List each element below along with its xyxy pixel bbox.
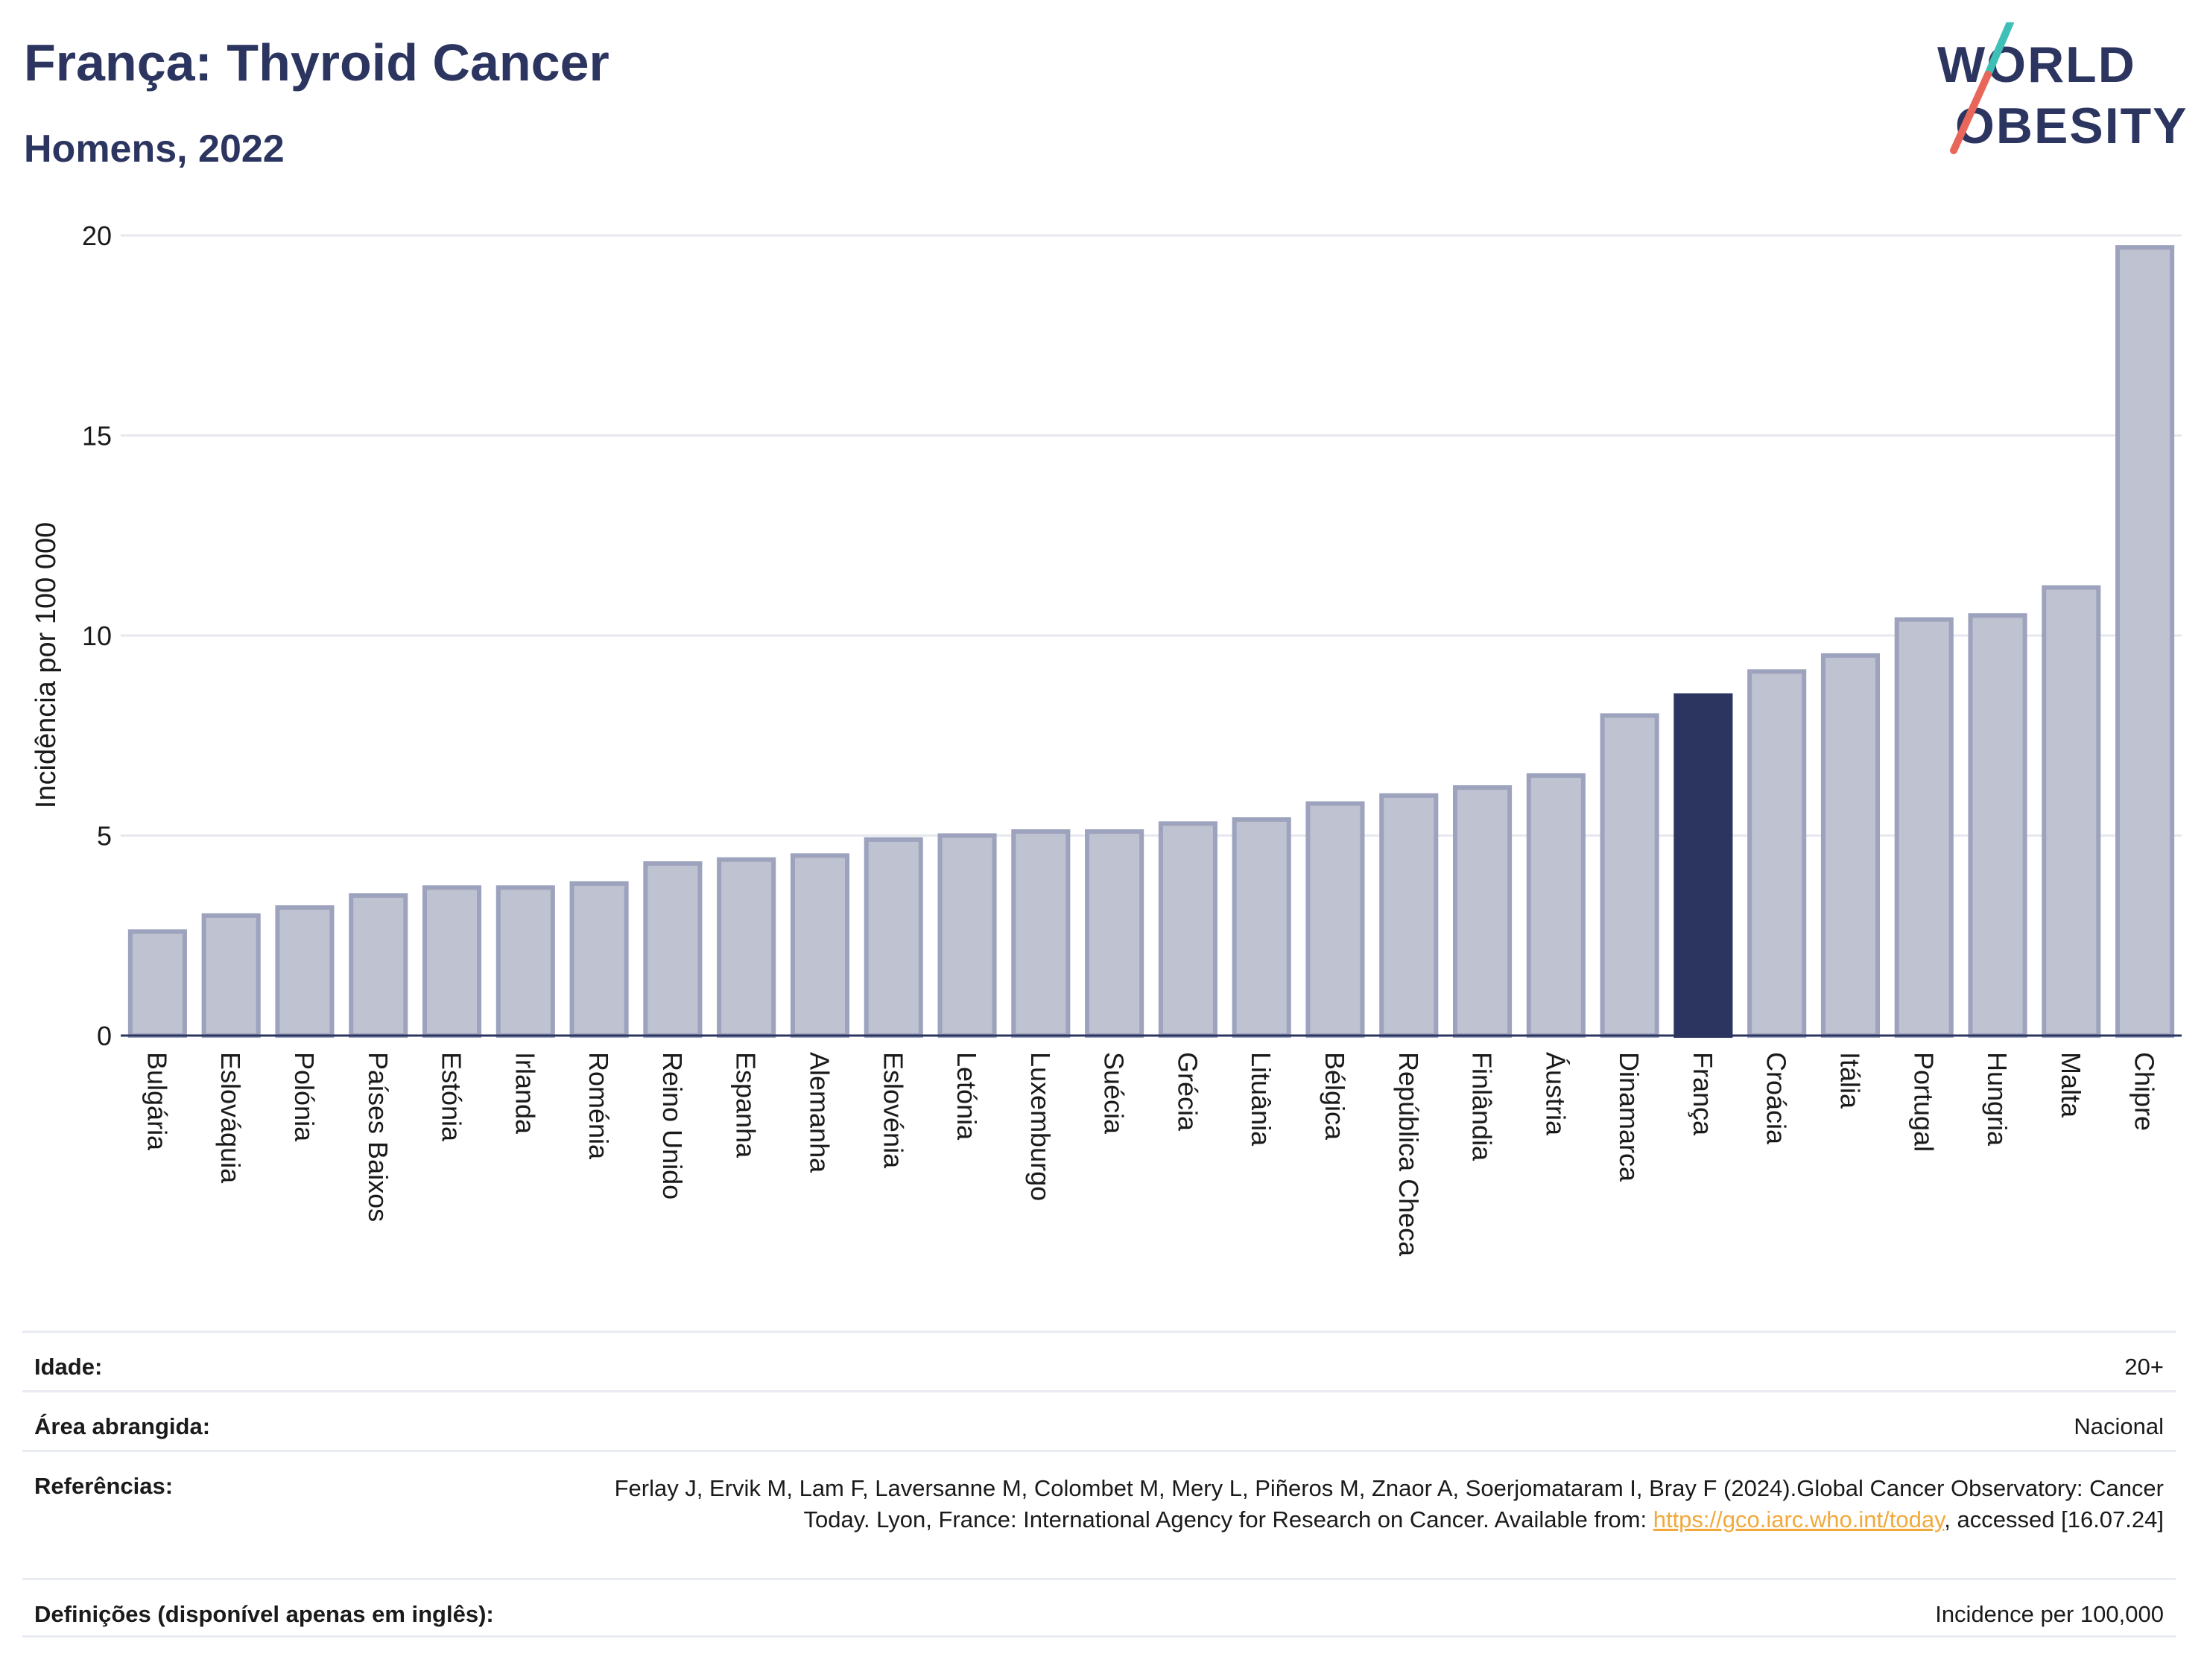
x-tick-label: Luxemburgo bbox=[1025, 1052, 1056, 1201]
bar bbox=[717, 857, 776, 1038]
bar bbox=[790, 853, 850, 1038]
x-tick-label: República Checa bbox=[1393, 1052, 1424, 1257]
y-tick-label: 15 bbox=[82, 421, 112, 451]
x-tick-label: Roménia bbox=[583, 1052, 614, 1160]
x-tick-label: Suécia bbox=[1099, 1052, 1130, 1135]
bar bbox=[201, 913, 261, 1039]
references-label: Referências: bbox=[34, 1473, 174, 1499]
bar bbox=[1894, 617, 1954, 1038]
x-tick-label: Grécia bbox=[1172, 1052, 1203, 1132]
x-tick-label: Irlanda bbox=[510, 1052, 540, 1135]
x-axis-labels: Bulgária Eslováquia Polónia Países Baixos Es… bbox=[142, 1052, 2159, 1257]
x-tick-label: Estónia bbox=[437, 1052, 467, 1142]
x-tick-label: Finlândia bbox=[1467, 1052, 1498, 1161]
x-tick-label: Reino Unido bbox=[657, 1052, 688, 1199]
bar bbox=[1820, 653, 1881, 1038]
references-link[interactable]: https://gco.iarc.who.int/today bbox=[1653, 1506, 1945, 1532]
area-label: Área abrangida: bbox=[34, 1413, 211, 1439]
x-tick-label: Lituânia bbox=[1246, 1052, 1276, 1147]
x-tick-label: Espanha bbox=[731, 1052, 761, 1158]
x-tick-label: Bélgica bbox=[1320, 1052, 1350, 1141]
y-tick-label: 20 bbox=[82, 221, 112, 251]
bar bbox=[349, 893, 408, 1039]
definitions-value: Incidence per 100,000 bbox=[1935, 1601, 2164, 1627]
bar bbox=[1747, 669, 1807, 1039]
bar bbox=[1452, 785, 1513, 1039]
bar bbox=[1085, 829, 1144, 1038]
x-tick-label: Dinamarca bbox=[1614, 1052, 1644, 1182]
bar bbox=[2042, 585, 2101, 1038]
references-text-end: , accessed [16.07.24] bbox=[1944, 1506, 2164, 1532]
x-tick-label: Alemanha bbox=[804, 1052, 835, 1173]
bar bbox=[643, 861, 703, 1038]
meta-row-age: Idade: 20+ bbox=[22, 1331, 2176, 1390]
references-value: Ferlay J, Ervik M, Lam F, Laversanne M, … bbox=[562, 1473, 2176, 1535]
bar bbox=[1305, 801, 1365, 1039]
age-value: 20+ bbox=[2124, 1354, 2164, 1380]
bar bbox=[1600, 713, 1659, 1039]
bar bbox=[1011, 829, 1071, 1038]
bar bbox=[1379, 793, 1439, 1039]
x-tick-label: Eslováquia bbox=[215, 1052, 246, 1184]
bar bbox=[495, 885, 555, 1039]
svg-text:OBESITY: OBESITY bbox=[1955, 98, 2188, 154]
x-tick-label: Portugal bbox=[1908, 1052, 1939, 1152]
x-tick-label: Malta bbox=[2056, 1052, 2086, 1118]
bar bbox=[569, 881, 629, 1038]
age-label: Idade: bbox=[34, 1354, 103, 1380]
bar bbox=[937, 833, 997, 1038]
page-subtitle: Homens, 2022 bbox=[24, 127, 285, 171]
meta-row-references: Referências: Ferlay J, Ervik M, Lam F, L… bbox=[22, 1450, 2176, 1578]
definitions-label: Definições (disponível apenas em inglês)… bbox=[34, 1601, 494, 1627]
x-tick-label: Eslovénia bbox=[878, 1052, 908, 1169]
bar bbox=[864, 837, 923, 1038]
x-tick-label: Croácia bbox=[1761, 1052, 1792, 1145]
world-obesity-logo[interactable]: WORLD OBESITY bbox=[1937, 22, 2191, 160]
page-title: França: Thyroid Cancer bbox=[24, 34, 609, 92]
bars bbox=[127, 245, 2175, 1039]
bar bbox=[1673, 693, 1733, 1038]
y-axis-ticks: 0 5 10 15 20 bbox=[82, 221, 112, 1051]
x-tick-label: Letónia bbox=[951, 1052, 982, 1141]
x-tick-label: Hungria bbox=[1982, 1052, 2013, 1147]
metadata-table: Idade: 20+ Área abrangida: Nacional Refe… bbox=[22, 1331, 2176, 1638]
bar bbox=[127, 929, 187, 1038]
x-tick-label: Itália bbox=[1834, 1052, 1865, 1109]
bar-chart: 0 5 10 15 20 Bulgária Eslováquia Polónia Países… bbox=[31, 221, 2182, 1257]
bar bbox=[275, 905, 335, 1039]
bar bbox=[1232, 817, 1291, 1039]
x-tick-label: Polónia bbox=[289, 1052, 320, 1142]
svg-text:WORLD: WORLD bbox=[1937, 37, 2136, 93]
y-tick-label: 0 bbox=[97, 1021, 112, 1051]
bar bbox=[2115, 245, 2175, 1038]
meta-row-area: Área abrangida: Nacional bbox=[22, 1390, 2176, 1450]
meta-row-definitions: Definições (disponível apenas em inglês)… bbox=[22, 1578, 2176, 1638]
bar bbox=[1158, 821, 1217, 1038]
y-tick-label: 10 bbox=[82, 621, 112, 651]
x-tick-label: Países Baixos bbox=[363, 1052, 393, 1222]
y-axis-title: Incidência por 100 000 bbox=[31, 522, 62, 809]
x-tick-label: França bbox=[1688, 1052, 1718, 1136]
x-tick-label: Áustria bbox=[1540, 1052, 1571, 1136]
bar bbox=[1526, 773, 1586, 1038]
area-value: Nacional bbox=[2074, 1413, 2164, 1439]
references-text: Ferlay J, Ervik M, Lam F, Laversanne M, … bbox=[614, 1475, 2164, 1532]
y-tick-label: 5 bbox=[97, 821, 112, 852]
bar bbox=[422, 885, 482, 1039]
bar bbox=[1968, 613, 2027, 1038]
x-tick-label: Chipre bbox=[2129, 1052, 2160, 1131]
x-tick-label: Bulgária bbox=[142, 1052, 172, 1151]
